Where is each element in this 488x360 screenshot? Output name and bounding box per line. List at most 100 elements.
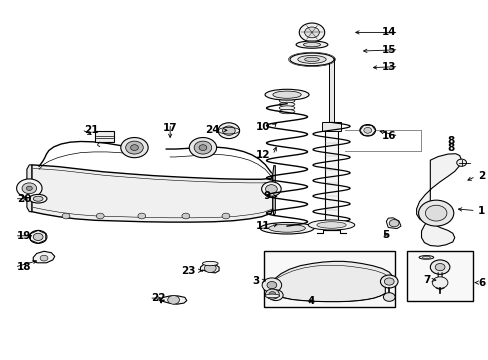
Ellipse shape — [422, 256, 429, 258]
Bar — [95, 131, 114, 142]
Circle shape — [268, 292, 275, 297]
Text: 18: 18 — [17, 262, 32, 272]
Text: 8: 8 — [447, 143, 454, 153]
Text: 15: 15 — [381, 45, 395, 55]
Bar — [324, 122, 338, 230]
Circle shape — [218, 123, 239, 139]
Circle shape — [268, 290, 283, 301]
Circle shape — [265, 185, 277, 193]
Text: 17: 17 — [163, 123, 177, 133]
Circle shape — [418, 200, 453, 226]
Text: 20: 20 — [17, 194, 32, 204]
Text: 21: 21 — [84, 125, 99, 135]
Ellipse shape — [279, 102, 294, 107]
Polygon shape — [270, 261, 391, 302]
Text: 2: 2 — [477, 171, 485, 181]
Ellipse shape — [264, 294, 279, 298]
Text: 6: 6 — [477, 278, 485, 288]
Circle shape — [265, 289, 279, 299]
Circle shape — [62, 213, 70, 219]
Circle shape — [388, 220, 398, 227]
Circle shape — [125, 141, 143, 154]
Circle shape — [384, 278, 393, 285]
Circle shape — [425, 205, 446, 221]
Bar — [328, 58, 334, 122]
Text: 23: 23 — [181, 266, 195, 276]
Polygon shape — [200, 264, 219, 273]
Circle shape — [40, 255, 48, 261]
Polygon shape — [421, 220, 454, 246]
Text: 16: 16 — [381, 131, 395, 141]
Circle shape — [266, 282, 276, 289]
Ellipse shape — [268, 224, 305, 232]
Polygon shape — [272, 166, 275, 216]
Circle shape — [262, 278, 281, 292]
Text: 11: 11 — [255, 221, 270, 231]
Polygon shape — [27, 165, 32, 212]
Text: 3: 3 — [251, 276, 259, 286]
Bar — [20, 181, 38, 195]
Text: 13: 13 — [381, 62, 395, 72]
Polygon shape — [386, 218, 400, 229]
Ellipse shape — [29, 194, 47, 203]
Circle shape — [204, 264, 216, 273]
Circle shape — [429, 260, 449, 274]
Circle shape — [434, 264, 444, 271]
Text: 14: 14 — [381, 27, 395, 37]
Ellipse shape — [296, 41, 327, 48]
Bar — [264, 251, 394, 307]
Ellipse shape — [33, 196, 43, 201]
Circle shape — [96, 213, 104, 219]
Circle shape — [22, 183, 37, 194]
Circle shape — [304, 27, 319, 38]
Circle shape — [261, 182, 281, 196]
Ellipse shape — [279, 109, 294, 114]
Circle shape — [363, 127, 371, 133]
Circle shape — [189, 138, 216, 158]
Polygon shape — [33, 251, 55, 263]
Circle shape — [29, 230, 47, 243]
Text: 4: 4 — [306, 296, 314, 306]
Ellipse shape — [272, 91, 301, 98]
Bar — [321, 122, 341, 131]
Polygon shape — [32, 165, 272, 222]
Ellipse shape — [307, 220, 354, 230]
Circle shape — [17, 179, 42, 198]
Circle shape — [222, 126, 235, 135]
Text: 19: 19 — [17, 231, 31, 241]
Text: 8: 8 — [447, 136, 454, 146]
Circle shape — [380, 275, 397, 288]
Circle shape — [222, 213, 229, 219]
Circle shape — [26, 186, 32, 190]
Circle shape — [431, 277, 447, 288]
Text: 1: 1 — [477, 206, 485, 216]
Text: 12: 12 — [255, 150, 270, 160]
Text: 22: 22 — [151, 293, 166, 303]
Circle shape — [121, 138, 148, 158]
Text: 5: 5 — [382, 230, 389, 240]
Ellipse shape — [297, 55, 325, 63]
Ellipse shape — [279, 106, 294, 110]
Polygon shape — [416, 154, 461, 221]
Circle shape — [130, 145, 138, 150]
Circle shape — [456, 159, 466, 166]
Bar — [406, 251, 472, 301]
Ellipse shape — [316, 222, 346, 228]
Circle shape — [167, 296, 179, 304]
Circle shape — [359, 125, 375, 136]
Ellipse shape — [303, 42, 320, 47]
Circle shape — [199, 145, 206, 150]
Circle shape — [383, 293, 394, 301]
Ellipse shape — [279, 99, 294, 103]
Ellipse shape — [418, 256, 433, 259]
Ellipse shape — [304, 57, 319, 62]
Circle shape — [299, 23, 324, 42]
Ellipse shape — [289, 53, 333, 66]
Circle shape — [194, 141, 211, 154]
Circle shape — [138, 213, 145, 219]
Text: 10: 10 — [255, 122, 270, 132]
Ellipse shape — [202, 261, 218, 266]
Ellipse shape — [260, 222, 313, 234]
Text: 9: 9 — [263, 191, 270, 201]
Circle shape — [33, 233, 43, 240]
